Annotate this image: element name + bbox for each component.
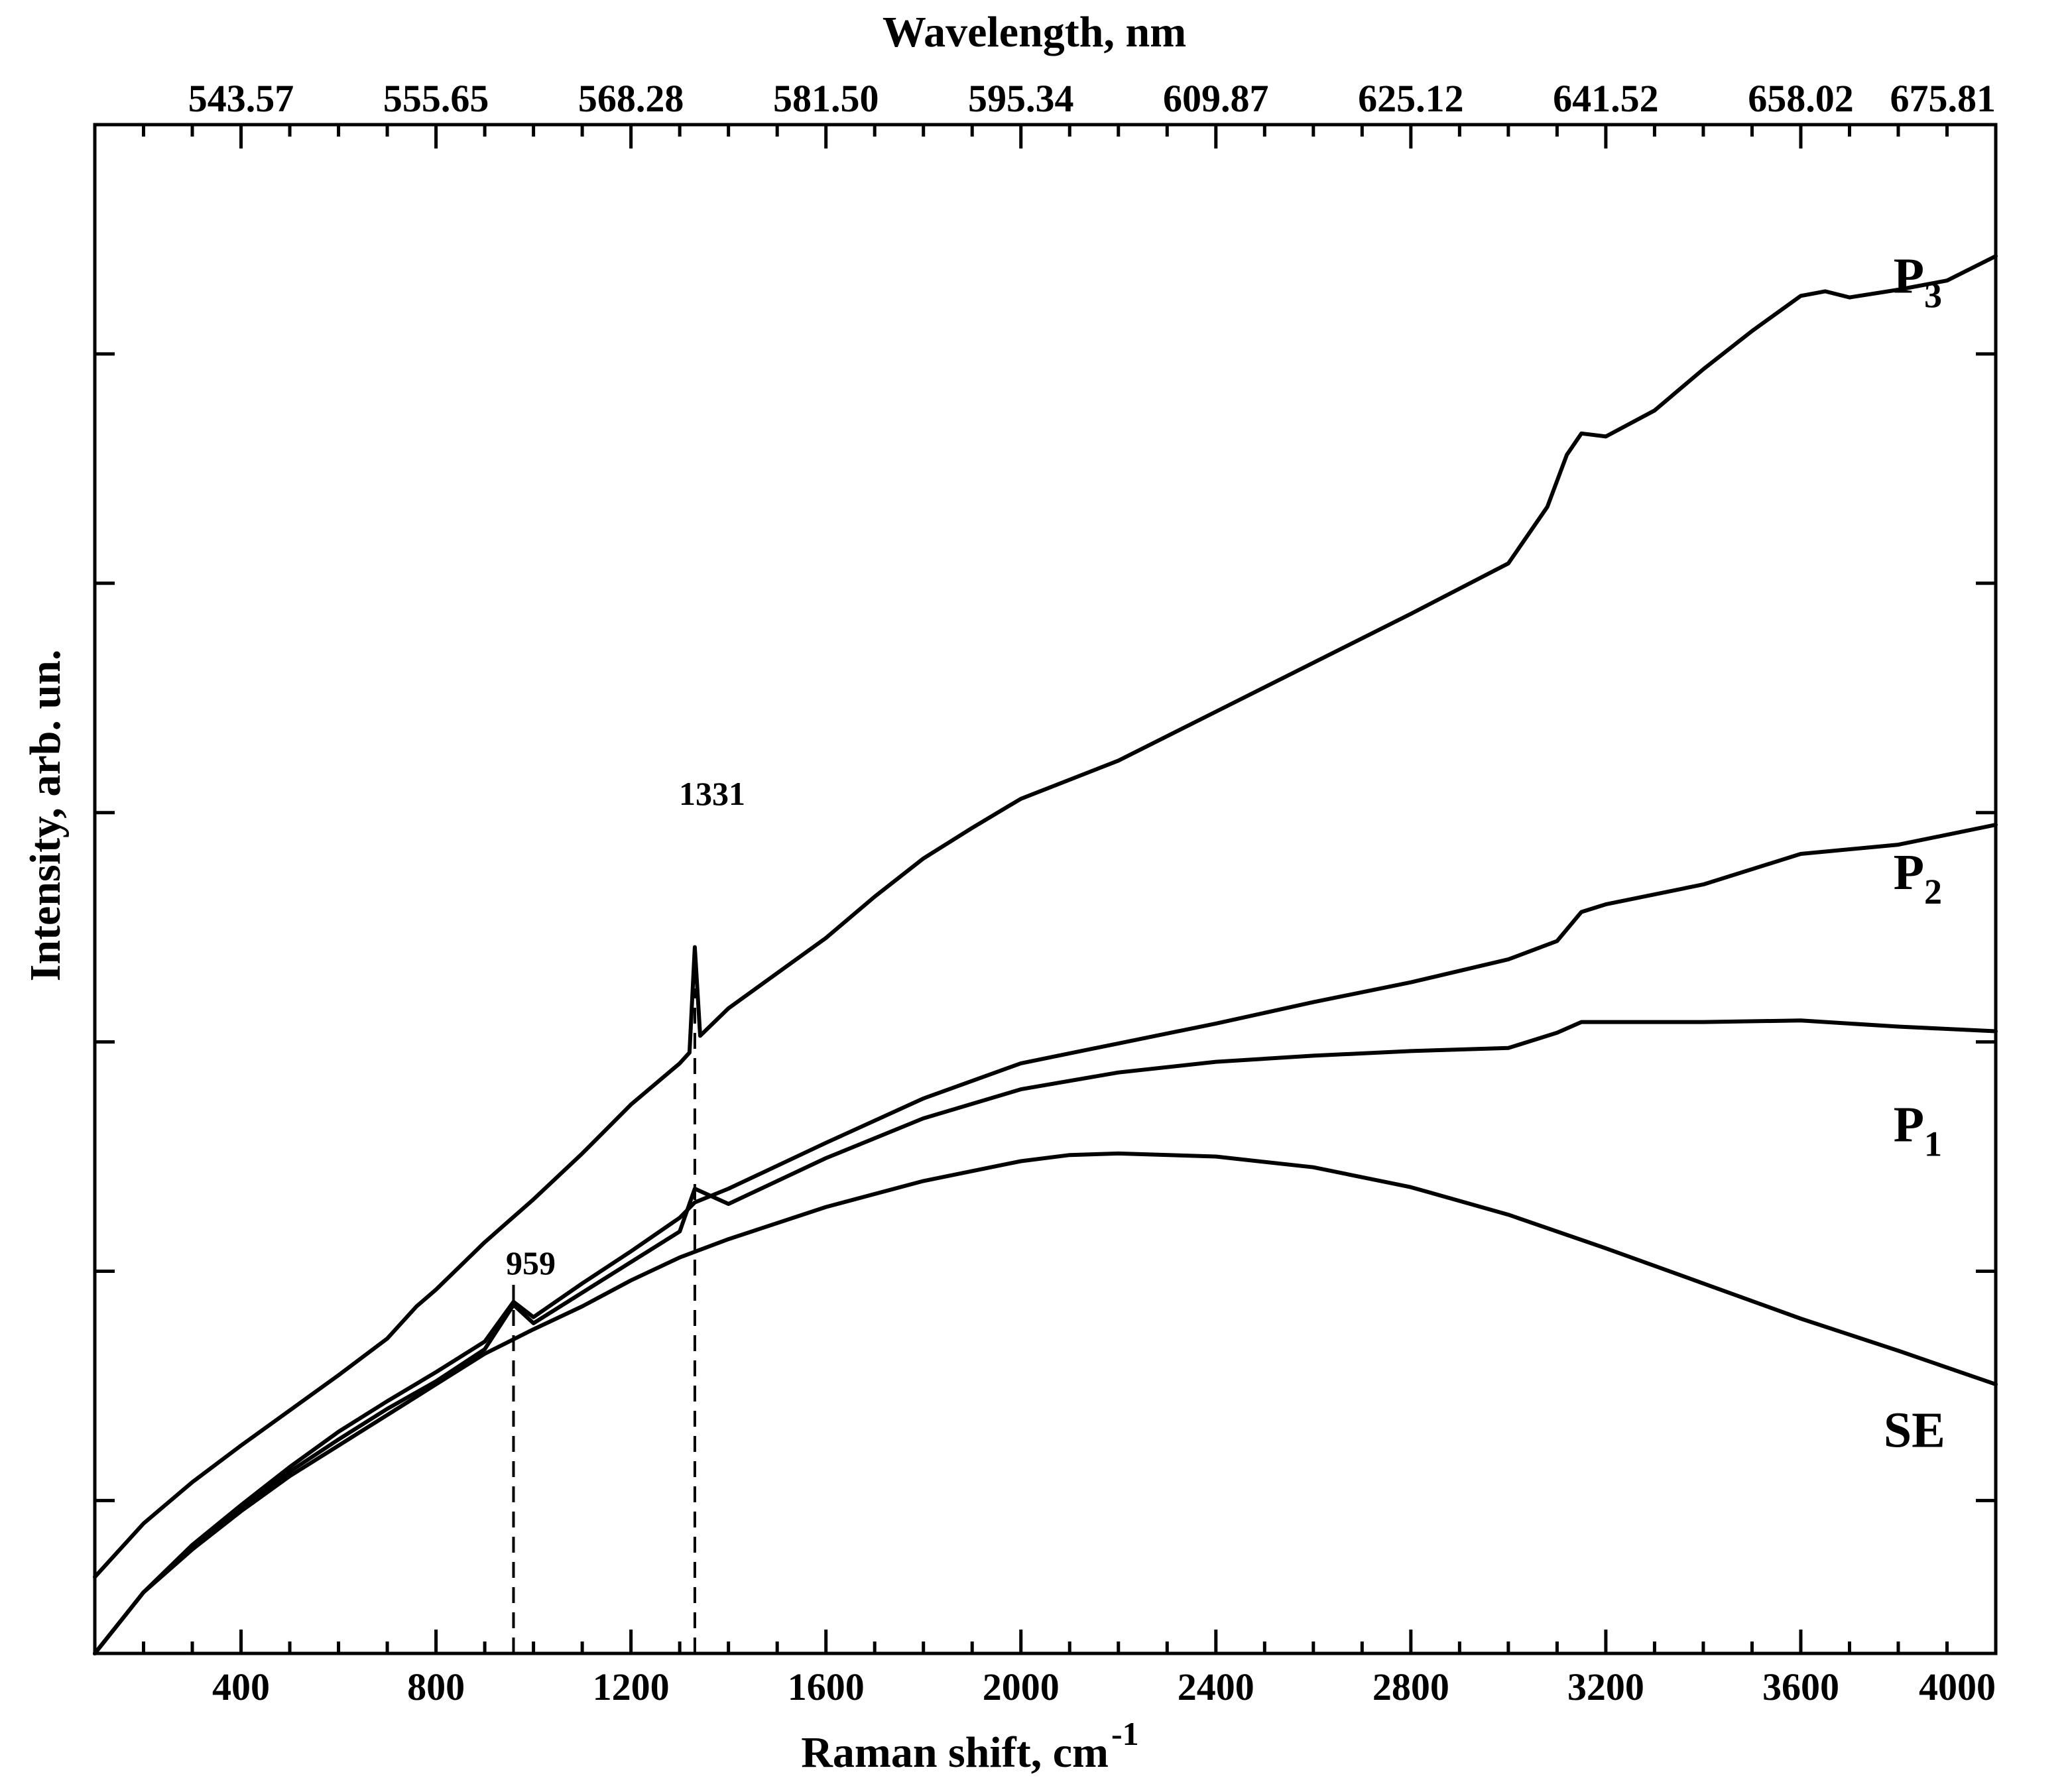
x-tick-label: 2800 xyxy=(1372,1665,1449,1708)
series-line-se xyxy=(93,1151,1998,1655)
peak-label-959: 959 xyxy=(506,1244,556,1282)
x2-tick-label: 625.12 xyxy=(1358,77,1464,120)
x2-tick-label: 568.28 xyxy=(578,77,684,120)
x-tick-label: 2400 xyxy=(1178,1665,1254,1708)
series-line-p2 xyxy=(93,823,1998,1655)
ticks-group xyxy=(95,123,1998,1653)
series-label-p2: P2 xyxy=(1894,845,1942,912)
x2-tick-label: 609.87 xyxy=(1163,77,1269,120)
series-group xyxy=(93,254,1998,1655)
x-tick-label: 3600 xyxy=(1762,1665,1839,1708)
x-tick-label: 1600 xyxy=(788,1665,865,1708)
x-tick-label: 400 xyxy=(212,1665,270,1708)
text-group: Wavelength, nm Raman shift, cm -1 Intens… xyxy=(21,8,1996,1777)
plot-frame xyxy=(93,123,1998,1655)
series-line-p1 xyxy=(93,1018,1998,1655)
x2-tick-label: 555.65 xyxy=(383,77,489,120)
x-tick-label: 1200 xyxy=(593,1665,670,1708)
series-label-se: SE xyxy=(1884,1403,1945,1459)
x-axis-title-main: Raman shift, cm xyxy=(801,1728,1109,1777)
series-line-p3 xyxy=(93,254,1998,1579)
series-label-p3: P3 xyxy=(1894,249,1942,316)
x2-tick-label: 581.50 xyxy=(773,77,879,120)
x-axis-title: Raman shift, cm xyxy=(801,1728,1109,1777)
x2-tick-label: 595.34 xyxy=(968,77,1074,120)
x2-tick-label: 675.81 xyxy=(1890,77,1996,120)
x2-tick-label: 641.52 xyxy=(1553,77,1659,120)
x-tick-label: 2000 xyxy=(983,1665,1060,1708)
x2-tick-label: 658.02 xyxy=(1748,77,1854,120)
top-axis-title: Wavelength, nm xyxy=(883,8,1186,56)
peak-label-1331: 1331 xyxy=(679,775,745,812)
y-axis-title: Intensity, arb. un. xyxy=(21,650,70,982)
series-label-p1: P1 xyxy=(1894,1097,1942,1164)
x2-tick-label: 543.57 xyxy=(188,77,294,120)
x-tick-label: 800 xyxy=(407,1665,465,1708)
x-tick-label: 4000 xyxy=(1919,1665,1996,1708)
x-axis-title-superscript: -1 xyxy=(1111,1715,1139,1752)
x-tick-label: 3200 xyxy=(1567,1665,1644,1708)
